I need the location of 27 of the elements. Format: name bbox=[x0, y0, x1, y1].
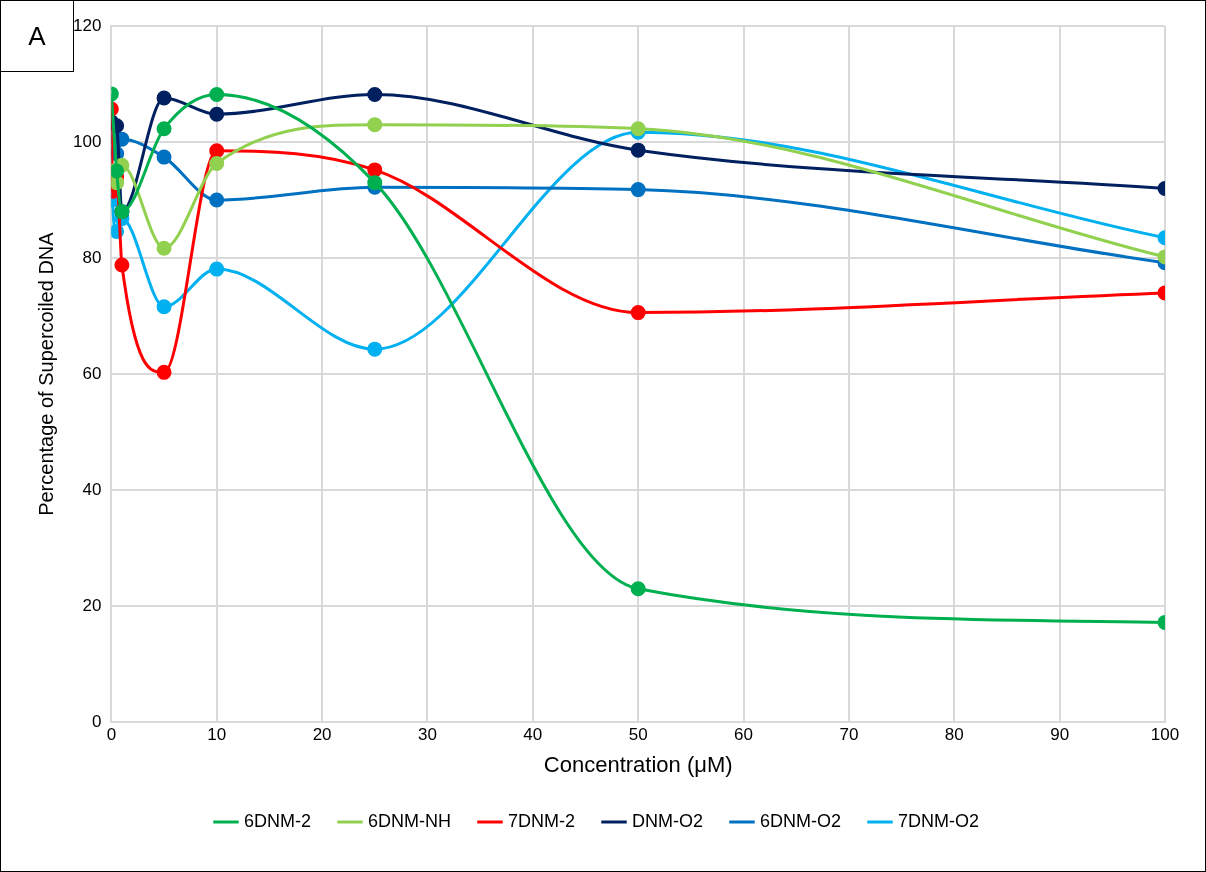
x-tick-label: 50 bbox=[628, 725, 648, 745]
legend-label: 6DNM-O2 bbox=[760, 810, 842, 831]
y-tick-label: 40 bbox=[82, 479, 102, 499]
x-tick-label: 60 bbox=[734, 725, 754, 745]
text: A bbox=[1, 1, 74, 72]
y-tick-label: 80 bbox=[82, 247, 102, 267]
y-tick-label: 120 bbox=[72, 15, 102, 35]
x-tick-label: 90 bbox=[1050, 725, 1070, 745]
x-tick-label: 40 bbox=[523, 725, 543, 745]
y-tick-label: 100 bbox=[72, 131, 102, 151]
x-axis-title: Concentration (μM) bbox=[543, 751, 733, 777]
x-tick-label: 100 bbox=[1150, 725, 1180, 745]
x-tick-label: 70 bbox=[839, 725, 859, 745]
y-tick-label: 60 bbox=[82, 363, 102, 383]
x-tick-label: 0 bbox=[106, 725, 117, 745]
y-tick-label: 20 bbox=[82, 595, 102, 615]
y-axis-title: Percentage of Supercoiled DNA bbox=[34, 231, 57, 516]
legend-label: 7DNM-2 bbox=[507, 810, 576, 831]
x-tick-label: 30 bbox=[417, 725, 437, 745]
x-tick-label: 80 bbox=[944, 725, 964, 745]
legend-label: 6DNM-2 bbox=[243, 810, 311, 831]
y-tick-label: 0 bbox=[91, 711, 102, 731]
legend-label: 6DNM-NH bbox=[367, 810, 451, 831]
legend-label: 7DNM-O2 bbox=[898, 810, 980, 831]
x-tick-label: 20 bbox=[312, 725, 332, 745]
x-tick-label: 10 bbox=[207, 725, 227, 745]
legend-label: DNM-O2 bbox=[632, 810, 703, 831]
